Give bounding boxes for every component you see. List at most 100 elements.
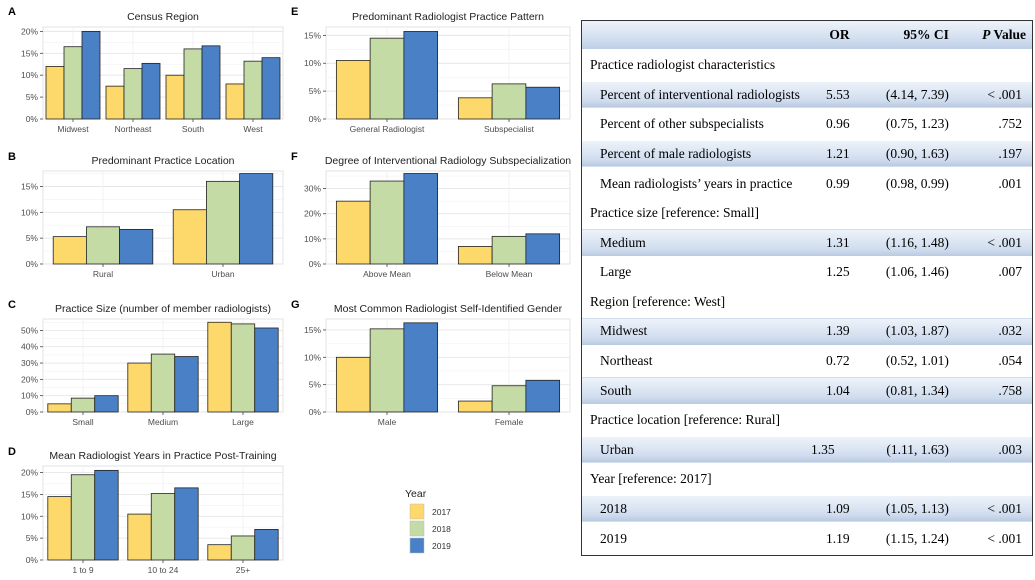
x-tick-label: Male [378,417,397,427]
p-value: .054 [958,346,1032,376]
y-tick-label: 10% [21,70,38,80]
bar-2017-south [165,74,185,120]
odds-ratio: 5.53 [809,80,856,110]
row-label: Percent of interventional radiologists [582,80,809,110]
bar-2018-below-mean [491,235,527,265]
bar-2018-medium [150,353,176,413]
y-tick-label: 15% [304,30,321,40]
bar-2018-above-mean [369,180,405,265]
odds-ratio: 0.96 [809,109,856,140]
bar-2018-25+ [230,535,256,561]
bar-2017-large [207,321,232,413]
bar-2017-west [225,83,245,120]
x-tick-label: Below Mean [486,269,533,279]
y-tick-label: 10% [21,391,38,401]
p-value: .032 [958,316,1032,347]
bar-2017-female [457,400,493,413]
bar-2018-south [183,48,203,120]
header-or: OR [809,21,856,51]
bar-2019-medium [174,356,199,413]
bar-2019-subspecialist [525,86,561,120]
bar-2017-rural [52,236,87,265]
y-tick-label: 20% [21,26,38,36]
x-tick-label: West [243,124,263,134]
bar-2017-northeast [105,85,125,120]
x-tick-label: 10 to 24 [148,565,179,575]
chart-panel-f: F Degree of Interventional Radiology Subs… [291,151,571,279]
header-label [582,21,809,51]
bar-2017-above-mean [335,200,371,265]
legend-title: Year [405,488,427,500]
confidence-interval: (0.75, 1.23) [855,109,959,140]
chart-title: Predominant Practice Location [92,155,235,167]
x-tick-label: Large [232,417,254,427]
bar-2017-male [335,356,371,413]
y-tick-label: 5% [26,233,39,243]
chart-panel-b: B Predominant Practice Location 0% 5% 10% 15%… [8,151,284,279]
odds-ratio: 1.31 [809,227,856,258]
table-row: Medium 1.31 (1.16, 1.48) < .001 [582,227,1032,258]
bar-2019-large [254,327,279,413]
p-value: < .001 [958,523,1032,554]
p-value: .003 [958,435,1032,465]
bar-2018-midwest [63,46,83,120]
table-row: South 1.04 (0.81, 1.34) .758 [582,375,1032,406]
x-tick-label: 1 to 9 [72,565,94,575]
row-label: 2019 [582,523,809,554]
confidence-interval: (1.16, 1.48) [855,227,959,258]
y-tick-label: 0% [26,555,39,565]
bar-2019-1-to-9 [94,469,119,561]
confidence-interval: (0.90, 1.63) [855,139,959,169]
bar-2017-subspecialist [457,97,493,120]
row-label: Percent of male radiologists [582,139,809,169]
odds-ratio: 0.72 [809,346,856,376]
row-label: Percent of other subspecialists [582,109,809,140]
table-row: Large 1.25 (1.06, 1.46) .007 [582,257,1032,288]
bar-2018-large [230,323,256,413]
confidence-interval: (1.15, 1.24) [855,523,959,554]
x-tick-label: Female [495,417,524,427]
table-header-row: OR 95% CI P Value [582,21,1032,51]
bar-2017-10-to-24 [127,513,152,561]
bar-2019-10-to-24 [174,487,199,561]
y-tick-label: 10% [304,58,321,68]
bar-2019-west [261,57,281,120]
row-label: Mean radiologists’ years in practice [582,168,809,199]
table-row: Percent of interventional radiologists 5.… [582,80,1032,110]
bar-2017-medium [127,362,152,413]
panel-letter: G [291,299,300,311]
panel-letter: C [8,299,16,311]
chart-panel-d: D Mean Radiologist Years in Practice Post… [8,446,284,575]
section-label: Region [reference: West] [582,287,1032,317]
row-label: South [582,375,809,406]
y-tick-label: 40% [21,342,38,352]
bar-2018-10-to-24 [150,493,176,561]
bar-2019-general-radiologist [403,31,439,120]
chart-title: Practice Size (number of member radiolog… [55,303,271,315]
bar-2019-25+ [254,528,279,561]
p-value: .752 [958,109,1032,140]
y-tick-label: 10% [21,207,38,217]
bar-2019-urban [239,173,274,265]
chart-title: Degree of Interventional Radiology Subsp… [325,155,571,167]
chart-title: Most Common Radiologist Self-Identified … [334,303,563,315]
row-label: Midwest [582,316,809,347]
bar-2018-urban [205,180,240,265]
bar-2017-25+ [207,544,232,561]
row-label: Large [582,257,809,288]
confidence-interval: (0.81, 1.34) [855,375,959,406]
y-tick-label: 15% [304,325,321,335]
legend-label-2019: 2019 [432,541,451,551]
panel-letter: A [8,6,16,18]
legend-swatch-2019 [409,537,425,554]
p-value: < .001 [958,80,1032,110]
y-tick-label: 20% [21,374,38,384]
x-tick-label: 25+ [236,565,250,575]
x-tick-label: Above Mean [363,269,411,279]
table-row: Urban 1.35 (1.11, 1.63) .003 [582,435,1032,465]
odds-ratio: 0.99 [809,168,856,199]
y-tick-label: 0% [26,259,39,269]
y-tick-label: 5% [26,533,39,543]
bar-2018-northeast [123,68,143,120]
p-value: .758 [958,375,1032,406]
